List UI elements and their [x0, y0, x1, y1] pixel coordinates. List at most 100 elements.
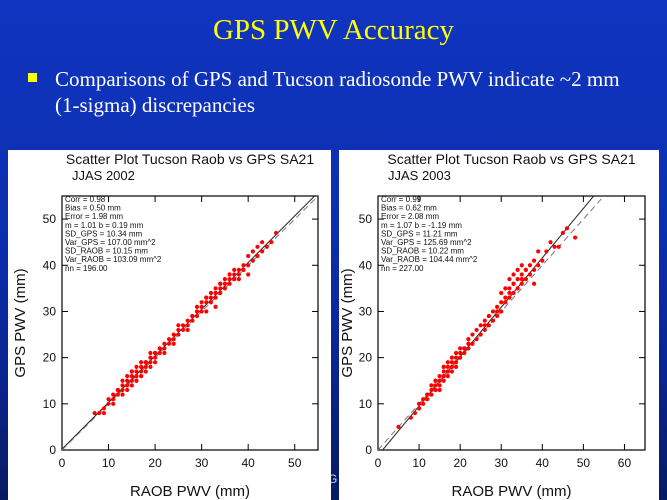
data-point — [222, 281, 228, 286]
x-tick-label: 30 — [195, 456, 209, 470]
stats-line: Var_RAOB = 103.09 mm^2 — [65, 255, 162, 264]
x-tick-label: 20 — [453, 456, 467, 470]
data-point — [139, 360, 144, 365]
data-point — [470, 332, 475, 337]
data-point — [194, 313, 200, 319]
data-point — [486, 313, 492, 319]
data-point — [176, 332, 181, 337]
data-point — [482, 323, 487, 328]
y-tick-label: 0 — [49, 443, 56, 457]
data-point — [227, 277, 232, 282]
stats-line: m = 1.07 b = -1.19 mm — [381, 221, 462, 230]
data-point — [433, 387, 438, 393]
data-point — [125, 387, 130, 393]
y-tick-label: 20 — [359, 351, 373, 365]
x-tick-label: 0 — [59, 456, 66, 470]
data-point — [180, 323, 186, 328]
data-point — [515, 286, 520, 291]
data-point — [507, 286, 512, 291]
data-point — [462, 346, 467, 351]
data-point — [134, 364, 139, 369]
data-point — [412, 410, 418, 416]
data-point — [269, 240, 274, 245]
data-point — [416, 401, 422, 406]
data-point — [445, 360, 450, 365]
data-point — [171, 332, 176, 337]
data-point — [148, 360, 153, 365]
data-point — [523, 267, 528, 272]
data-point — [495, 309, 500, 314]
data-point — [458, 346, 463, 351]
data-point — [190, 318, 195, 323]
scatter-panel-2003: Scatter Plot Tucson Raob vs GPS SA21 JJAS… — [339, 150, 659, 500]
data-point — [449, 369, 455, 374]
data-point — [199, 309, 204, 314]
data-point — [218, 281, 223, 286]
data-point — [139, 374, 144, 379]
x-tick-label: 50 — [577, 456, 591, 470]
data-point — [180, 327, 186, 333]
data-point — [437, 378, 442, 383]
data-point — [573, 235, 578, 240]
data-point — [222, 286, 228, 291]
data-point — [199, 300, 204, 305]
data-point — [190, 313, 195, 319]
data-point — [129, 383, 134, 388]
data-point — [507, 290, 512, 296]
data-point — [531, 267, 537, 272]
x-tick-label: 30 — [495, 456, 509, 470]
chart-title: Scatter Plot Tucson Raob vs GPS SA21 — [66, 151, 314, 167]
data-point — [232, 277, 237, 282]
data-point — [482, 327, 487, 333]
data-point — [204, 295, 209, 300]
bullet-text: Comparisons of GPS and Tucson radiosonde… — [55, 67, 620, 117]
data-point — [474, 337, 479, 342]
y-tick-label: 10 — [43, 397, 57, 411]
data-point — [429, 387, 434, 393]
data-point — [507, 277, 512, 282]
data-point — [222, 277, 228, 282]
data-point — [208, 295, 214, 300]
data-point — [396, 424, 401, 430]
data-point — [246, 272, 251, 277]
data-point — [449, 355, 455, 360]
regression-line — [62, 196, 316, 450]
data-point — [213, 304, 218, 309]
x-tick-label: 10 — [412, 456, 426, 470]
data-point — [507, 295, 512, 300]
data-point — [176, 327, 181, 333]
scatter-chart-2003: Scatter Plot Tucson Raob vs GPS SA21JJAS… — [339, 151, 646, 500]
data-point — [458, 355, 463, 360]
data-point — [236, 277, 241, 282]
stats-line: Var_GPS = 107.00 mm^2 — [65, 238, 156, 247]
data-point — [152, 350, 158, 356]
data-point — [466, 341, 471, 346]
data-point — [125, 374, 130, 379]
data-point — [527, 272, 533, 277]
data-point — [564, 226, 570, 231]
footer-text: VG — [320, 472, 338, 486]
data-point — [462, 350, 467, 356]
data-point — [470, 341, 475, 346]
data-point — [148, 364, 153, 369]
data-point — [185, 318, 190, 323]
data-point — [148, 350, 153, 356]
data-point — [204, 309, 209, 314]
data-point — [162, 346, 167, 351]
data-point — [129, 369, 134, 374]
data-point — [544, 249, 549, 254]
bullet-square-icon — [28, 73, 37, 82]
data-point — [433, 378, 438, 383]
data-point — [499, 300, 504, 305]
data-point — [199, 304, 204, 309]
data-point — [503, 300, 508, 305]
data-point — [208, 290, 214, 296]
data-point — [425, 392, 430, 397]
x-axis-label: RAOB PWV (mm) — [130, 483, 250, 500]
chart-subtitle: JJAS 2002 — [72, 168, 135, 183]
data-point — [458, 350, 463, 356]
data-point — [129, 374, 134, 379]
data-point — [540, 258, 545, 263]
plot-frame — [377, 195, 646, 451]
data-point — [478, 332, 483, 337]
